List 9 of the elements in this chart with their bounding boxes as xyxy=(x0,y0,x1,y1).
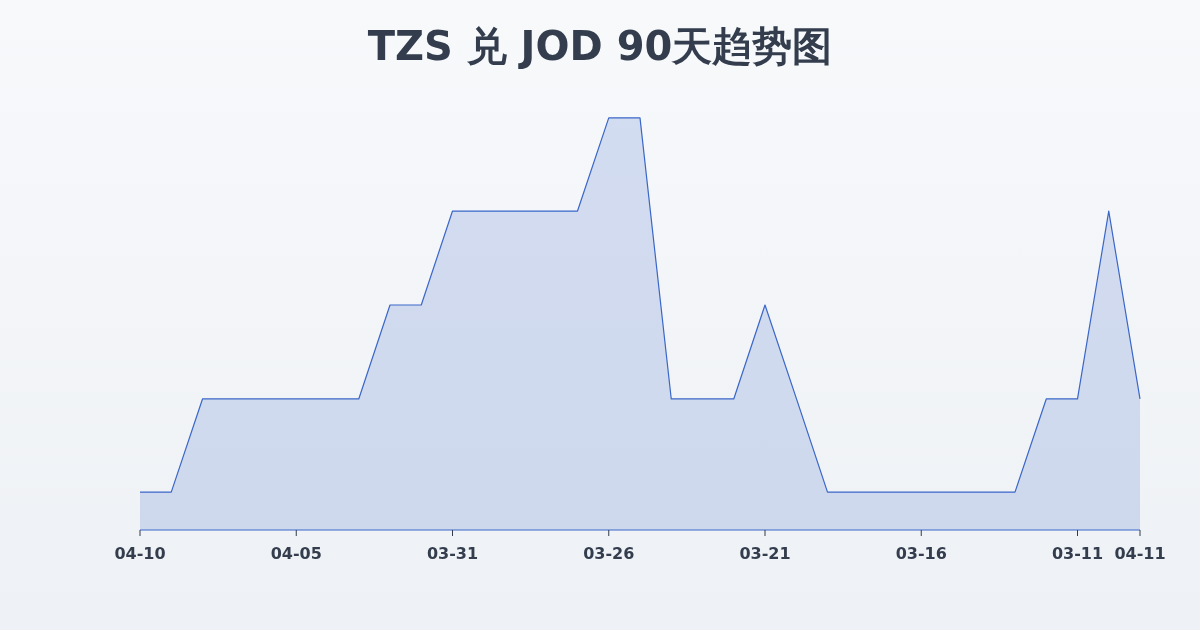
x-tick-label: 04-11 xyxy=(1114,544,1166,563)
x-tick-label: 03-21 xyxy=(739,544,791,563)
x-tick-label: 03-11 xyxy=(1051,544,1104,563)
x-tick-label: 04-10 xyxy=(114,544,166,563)
x-tick-label: 03-26 xyxy=(583,544,635,563)
chart-title: TZS 兑 JOD 90天趋势图 xyxy=(367,23,833,69)
x-tick-label: 03-31 xyxy=(426,544,479,563)
x-tick-label: 03-16 xyxy=(895,544,947,563)
x-tick-label: 04-05 xyxy=(270,544,322,563)
